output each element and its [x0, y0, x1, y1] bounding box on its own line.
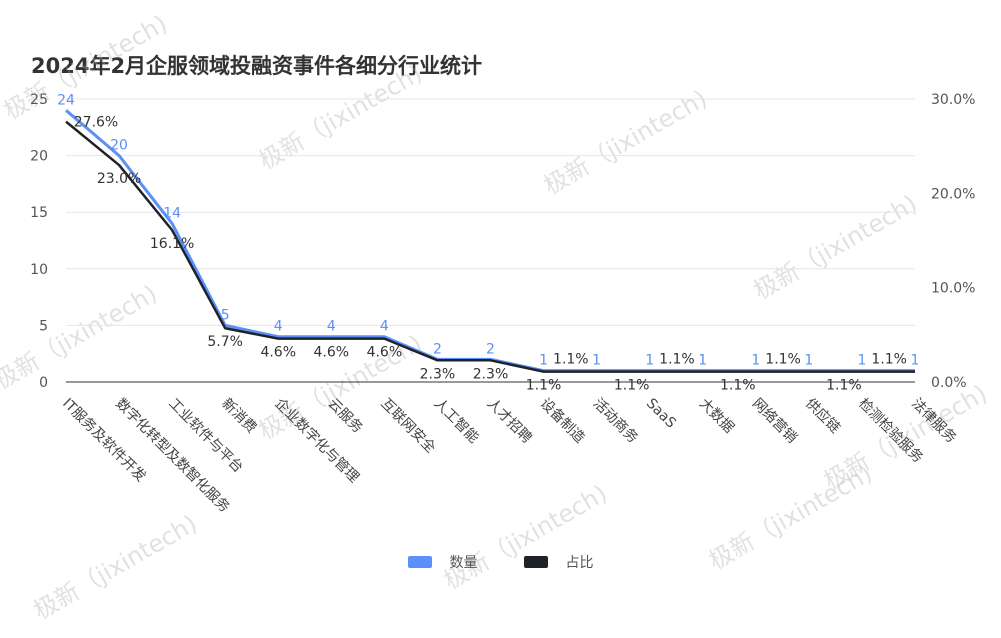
- data-label-count: 2: [486, 341, 495, 357]
- data-label-percent: 1.1%: [871, 352, 907, 368]
- data-label-count: 1: [751, 353, 760, 369]
- legend-swatch: [523, 556, 548, 568]
- data-label-count: 1: [911, 353, 920, 369]
- x-category-label: 设备制造: [537, 395, 589, 447]
- x-category-label: 云服务: [324, 396, 365, 437]
- label-layer: 24 20 14 5 4 4 4 2 2 1 1 1 1 1 1 1 1 27.6% 23.0% 16.1% 5.7% 4…: [57, 92, 919, 393]
- x-category-label: 互联网安全: [378, 395, 440, 457]
- data-label-percent: 4.6%: [314, 345, 350, 361]
- chart-title: 2024年2月企服领域投融资事件各细分行业统计: [31, 54, 483, 78]
- data-label-percent: 4.6%: [367, 345, 403, 361]
- data-label-count: 1: [592, 353, 601, 369]
- y-right-tick-label: 10.0%: [931, 281, 975, 297]
- data-label-percent: 1.1%: [826, 378, 862, 394]
- y-left-tick-label: 5: [39, 318, 48, 334]
- watermark-text: 极新（jixintech): [539, 84, 712, 200]
- data-label-percent: 27.6%: [74, 115, 118, 131]
- data-label-count: 1: [698, 353, 707, 369]
- data-label-count: 14: [163, 206, 181, 222]
- y-right-tick-label: 30.0%: [931, 92, 975, 108]
- x-category-label: 大数据: [696, 396, 737, 437]
- x-category-label: 活动商务: [590, 396, 641, 447]
- data-label-percent: 23.0%: [97, 171, 141, 187]
- legend: 数量 占比: [0, 552, 1001, 572]
- y-left-tick-label: 20: [30, 149, 48, 165]
- data-label-count: 4: [380, 319, 389, 335]
- data-label-percent: 2.3%: [420, 366, 456, 382]
- x-category-label: 供应链: [802, 395, 844, 437]
- data-label-count: 1: [645, 353, 654, 369]
- data-label-count: 1: [539, 353, 548, 369]
- y-left-tick-label: 10: [30, 262, 48, 278]
- grid-layer: [66, 98, 915, 326]
- y-left-tick-label: 15: [30, 205, 48, 221]
- data-label-percent: 1.1%: [720, 378, 756, 394]
- watermark-layer: 极新（jixintech) 极新（jixintech) 极新（jixintech) 极…: [0, 9, 992, 625]
- x-category-label: 人才招聘: [484, 396, 535, 447]
- y-left-tick-label: 25: [30, 92, 48, 108]
- watermark-text: 极新（jixintech): [0, 279, 162, 395]
- series-layer: [65, 109, 915, 373]
- x-category-label: 网络营销: [749, 396, 800, 447]
- series-line-percent: [65, 120, 915, 373]
- data-label-count: 20: [110, 138, 128, 154]
- x-category-label: SaaS: [643, 396, 679, 432]
- data-label-percent: 1.1%: [614, 378, 650, 394]
- x-category-label: 人工智能: [431, 396, 482, 447]
- data-label-percent: 2.3%: [473, 366, 509, 382]
- y-right-tick-label: 20.0%: [931, 186, 975, 202]
- data-label-percent: 1.1%: [526, 378, 562, 394]
- legend-item[interactable]: 数量: [407, 552, 478, 572]
- data-label-count: 4: [274, 319, 283, 335]
- legend-label: 占比: [565, 555, 594, 571]
- data-label-percent: 16.1%: [150, 236, 194, 252]
- watermark-text: 极新（jixintech): [0, 9, 172, 125]
- data-label-count: 4: [327, 319, 336, 335]
- y-left-tick-label: 0: [39, 375, 48, 391]
- data-label-percent: 1.1%: [553, 352, 589, 368]
- data-label-count: 1: [804, 353, 813, 369]
- legend-swatch: [407, 556, 432, 568]
- data-label-count: 24: [57, 92, 75, 108]
- data-label-percent: 4.6%: [260, 345, 296, 361]
- data-label-count: 2: [433, 341, 442, 357]
- legend-label: 数量: [449, 555, 478, 571]
- watermark-text: 极新（jixintech): [749, 189, 922, 305]
- data-label-count: 5: [221, 307, 230, 323]
- watermark-text: 极新（jixintech): [254, 59, 427, 175]
- data-label-count: 1: [857, 353, 866, 369]
- data-label-percent: 1.1%: [765, 352, 801, 368]
- data-label-percent: 5.7%: [207, 334, 243, 350]
- x-category-label: 新消费: [218, 396, 259, 437]
- data-label-percent: 1.1%: [659, 352, 695, 368]
- y-right-tick-label: 0.0%: [931, 375, 967, 391]
- watermark-text: 极新（jixintech): [439, 479, 612, 595]
- legend-item[interactable]: 占比: [523, 552, 594, 572]
